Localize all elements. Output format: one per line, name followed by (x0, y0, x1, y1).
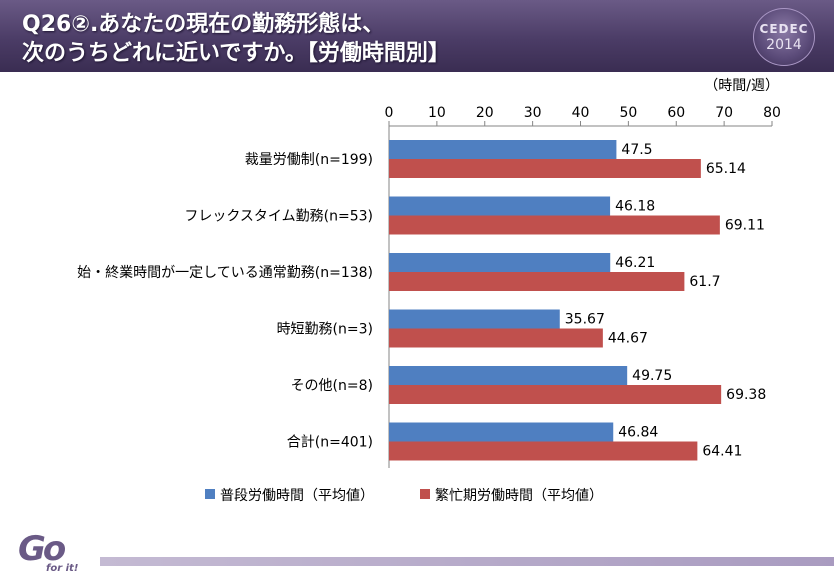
data-label-s2-3: 44.67 (608, 331, 648, 347)
x-tick-label-2: 20 (476, 105, 494, 121)
x-tick-label-3: 30 (524, 105, 542, 121)
cedec-logo: CEDEC 2014 (753, 8, 815, 66)
data-label-s1-5: 46.84 (618, 425, 658, 441)
data-label-s2-4: 69.38 (726, 387, 766, 403)
data-label-s1-3: 35.67 (565, 312, 605, 328)
data-label-s1-2: 46.21 (615, 255, 655, 271)
data-label-s2-2: 61.7 (689, 274, 720, 290)
bar-s2-0 (389, 159, 701, 178)
bar-s2-1 (389, 215, 720, 235)
legend-label-2: 繁忙期労働時間（平均値） (435, 488, 603, 504)
data-label-s2-5: 64.41 (702, 444, 742, 460)
data-label-s1-4: 49.75 (632, 368, 672, 384)
slide-header: Q26②.あなたの現在の勤務形態は、 次のうちどれに近いですか。【労働時間別】 … (0, 0, 834, 72)
data-label-s1-0: 47.5 (621, 142, 652, 158)
category-label-2: 始・終業時間が一定している通常勤務(n=138) (77, 265, 373, 281)
bar-s2-5 (389, 441, 698, 461)
bar-s1-4 (389, 366, 628, 385)
footer-bar (100, 557, 834, 566)
x-tick-label-5: 50 (619, 105, 637, 121)
bar-s1-0 (389, 140, 617, 159)
logo-year: 2014 (766, 37, 802, 53)
category-label-5: 合計(n=401) (287, 435, 373, 451)
x-tick-label-4: 40 (572, 105, 590, 121)
category-label-4: その他(n=8) (291, 378, 373, 394)
bar-s1-2 (389, 253, 611, 272)
data-label-s2-0: 65.14 (706, 161, 746, 177)
legend-swatch-1 (205, 489, 215, 499)
svg-text:for it!: for it! (46, 563, 78, 574)
bar-s1-5 (389, 422, 614, 442)
category-label-0: 裁量労働制(n=199) (245, 152, 373, 168)
category-label-3: 時短勤務(n=3) (277, 322, 373, 338)
unit-label: （時間/週） (704, 78, 779, 94)
x-tick-label-6: 60 (667, 105, 685, 121)
data-label-s1-1: 46.18 (615, 199, 655, 215)
bar-s2-3 (389, 328, 603, 348)
slide-title-line1: Q26②.あなたの現在の勤務形態は、 (22, 12, 385, 37)
category-label-1: フレックスタイム勤務(n=53) (184, 209, 373, 225)
legend-swatch-2 (420, 489, 430, 499)
legend-label-1: 普段労働時間（平均値） (220, 488, 374, 504)
go-for-it-logo: Go for it! (18, 529, 78, 574)
bar-s1-1 (389, 196, 611, 216)
slide-title-line2: 次のうちどれに近いですか。【労働時間別】 (22, 41, 450, 66)
x-tick-label-8: 80 (763, 105, 781, 121)
bar-s2-4 (389, 385, 722, 404)
bar-s2-2 (389, 272, 685, 291)
svg-text:Go: Go (18, 529, 66, 569)
bar-s1-3 (389, 309, 560, 329)
x-tick-label-0: 0 (385, 105, 394, 121)
logo-text: CEDEC (759, 22, 809, 36)
x-tick-label-7: 70 (715, 105, 733, 121)
data-label-s2-1: 69.11 (725, 218, 765, 234)
x-tick-label-1: 10 (428, 105, 446, 121)
